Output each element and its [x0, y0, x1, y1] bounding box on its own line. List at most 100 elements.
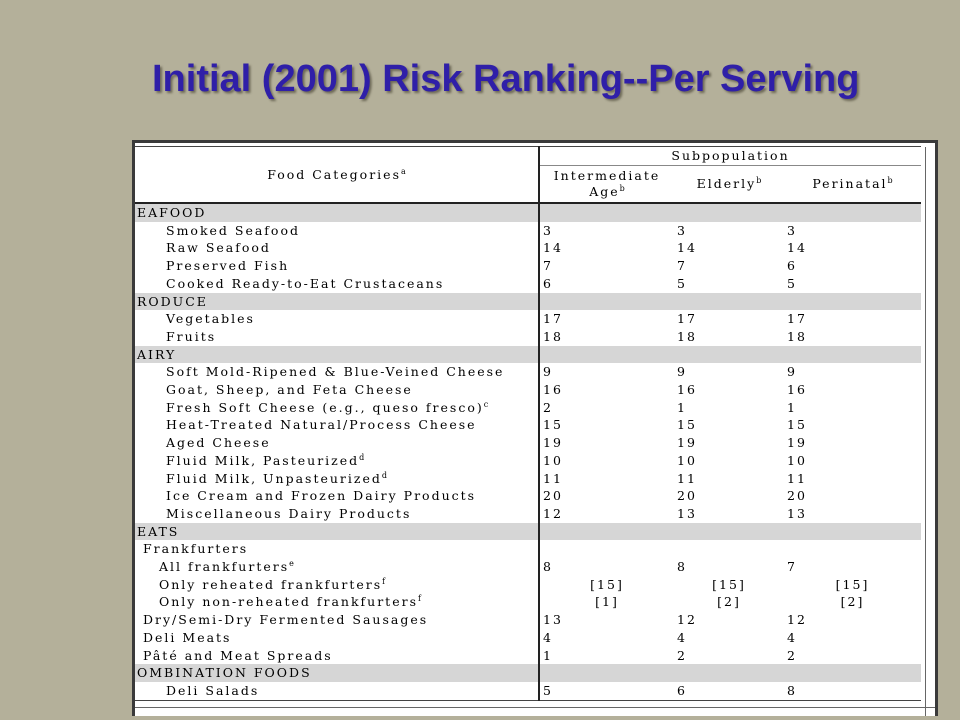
- category-name: OMBINATION FOODS: [135, 664, 539, 682]
- category-band: [538, 345, 921, 364]
- elderly-value: 12: [677, 612, 697, 628]
- elderly-value: 8: [677, 559, 687, 575]
- intermediate-age-value: 5: [538, 681, 674, 701]
- elderly-value: 2: [677, 647, 687, 663]
- risk-ranking-table: Food Categoriesa Subpopulation Intermedi…: [135, 146, 921, 701]
- perinatal-value: 5: [787, 275, 797, 291]
- elderly-value: 15: [677, 417, 697, 433]
- intermediate-age-value: 19: [538, 434, 674, 452]
- perinatal-value: 9: [787, 364, 797, 380]
- food-name: Fruits: [166, 328, 217, 344]
- category-band: [538, 664, 921, 682]
- intermediate-age-value: 9: [538, 363, 674, 382]
- food-name: Heat-Treated Natural/Process Cheese: [166, 417, 477, 433]
- perinatal-value: 17: [787, 311, 807, 327]
- table-row: Fruits 18 18 18: [135, 327, 921, 346]
- frame-inner-border: [925, 147, 926, 716]
- table-row: Frankfurters: [135, 540, 921, 559]
- perinatal-value: 19: [787, 435, 807, 451]
- elderly-value: 10: [677, 452, 697, 468]
- intermediate-age-value: 4: [538, 628, 674, 647]
- table-row: Only reheated frankfurtersf [15] [15] [15]: [135, 575, 921, 594]
- header-perinatal: Perinatalb: [784, 165, 921, 204]
- category-row: EAFOOD: [135, 203, 921, 222]
- category-row: EATS: [135, 522, 921, 541]
- table-row: All frankfurterse 8 8 7: [135, 558, 921, 576]
- table-row: Goat, Sheep, and Feta Cheese 16 16 16: [135, 381, 921, 399]
- elderly-value: 11: [677, 470, 697, 486]
- table-row: Preserved Fish 7 7 6: [135, 257, 921, 275]
- perinatal-value: 15: [787, 417, 807, 433]
- food-name: Smoked Seafood: [166, 222, 300, 238]
- intermediate-age-value: 12: [538, 504, 674, 523]
- table-row: Deli Meats 4 4 4: [135, 628, 921, 647]
- category-row: RODUCE: [135, 292, 921, 311]
- table-row: Cooked Ready-to-Eat Crustaceans 6 5 5: [135, 274, 921, 293]
- header-row-top: Food Categoriesa Subpopulation: [135, 146, 921, 204]
- food-name: Deli Salads: [135, 681, 539, 701]
- category-name: EAFOOD: [135, 203, 539, 222]
- perinatal-value: 12: [787, 612, 807, 628]
- table-row: Dry/Semi-Dry Fermented Sausages 13 12 12: [135, 611, 921, 629]
- header-intermediate-age: Intermediate Ageb: [538, 165, 674, 204]
- intermediate-age-value: [1]: [538, 593, 674, 612]
- elderly-value: [2]: [717, 594, 741, 610]
- table-row: Only non-reheated frankfurtersf [1] [2] [2]: [135, 593, 921, 612]
- perinatal-value: 8: [784, 681, 921, 701]
- perinatal-value: [2]: [840, 594, 865, 610]
- food-name: Fluid Milk, Pasteurizedd: [166, 452, 365, 468]
- food-name: Fluid Milk, Unpasteurizedd: [166, 470, 388, 486]
- perinatal-value: 14: [787, 240, 807, 256]
- perinatal-value: 20: [787, 488, 807, 504]
- food-name: Cooked Ready-to-Eat Crustaceans: [166, 275, 445, 291]
- food-name: Aged Cheese: [166, 435, 271, 451]
- table-row: Vegetables 17 17 17: [135, 310, 921, 328]
- food-name: Fresh Soft Cheese (e.g., queso fresco)c: [166, 399, 489, 415]
- intermediate-age-value: [538, 540, 674, 559]
- category-row: AIRY: [135, 345, 921, 364]
- intermediate-age-value: 1: [538, 646, 674, 665]
- perinatal-value: 10: [787, 452, 807, 468]
- elderly-value: [674, 540, 784, 558]
- table-row: Raw Seafood 14 14 14: [135, 239, 921, 258]
- intermediate-age-value: 18: [538, 327, 674, 346]
- category-row: OMBINATION FOODS: [135, 664, 921, 682]
- intermediate-age-value: 17: [538, 310, 674, 328]
- intermediate-age-value: 13: [538, 611, 674, 629]
- intermediate-age-value: 2: [538, 398, 674, 417]
- elderly-value: [15]: [712, 576, 746, 592]
- intermediate-age-value: 10: [538, 451, 674, 470]
- table-row: Heat-Treated Natural/Process Cheese 15 15 1…: [135, 416, 921, 435]
- elderly-value: 17: [677, 311, 697, 327]
- frame-bottom-border: [135, 707, 935, 708]
- perinatal-value: 6: [787, 258, 797, 274]
- header-subpopulation: Subpopulation: [538, 146, 921, 166]
- perinatal-value: [15]: [835, 576, 870, 592]
- intermediate-age-value: 14: [538, 239, 674, 258]
- elderly-value: 5: [677, 275, 687, 291]
- intermediate-age-value: 3: [538, 221, 674, 240]
- intermediate-age-value: 20: [538, 487, 674, 505]
- food-name: All frankfurterse: [159, 558, 294, 575]
- perinatal-value: 13: [787, 505, 807, 521]
- perinatal-value: 1: [787, 399, 797, 415]
- elderly-value: 6: [674, 681, 784, 701]
- elderly-value: 16: [677, 382, 697, 398]
- perinatal-value: 16: [787, 382, 807, 398]
- header-row-sub: Intermediate Ageb Elderlyb Perinatalb: [135, 165, 921, 204]
- perinatal-value: 11: [787, 470, 807, 486]
- header-food-categories: Food Categoriesa: [135, 146, 539, 204]
- perinatal-value: [784, 540, 921, 558]
- intermediate-age-value: 8: [538, 558, 674, 576]
- perinatal-value: 3: [787, 222, 797, 238]
- intermediate-age-value: 6: [538, 274, 674, 293]
- elderly-value: 20: [677, 488, 697, 504]
- elderly-value: 9: [677, 364, 687, 380]
- table-row: Deli Salads 5 6 8: [135, 681, 921, 701]
- table-row: Miscellaneous Dairy Products 12 13 13: [135, 504, 921, 523]
- food-name: Raw Seafood: [166, 240, 271, 256]
- table-row: Soft Mold-Ripened & Blue-Veined Cheese 9 9…: [135, 363, 921, 382]
- perinatal-value: 2: [787, 647, 797, 663]
- perinatal-value: 18: [787, 328, 807, 344]
- table-row: Pâté and Meat Spreads 1 2 2: [135, 646, 921, 665]
